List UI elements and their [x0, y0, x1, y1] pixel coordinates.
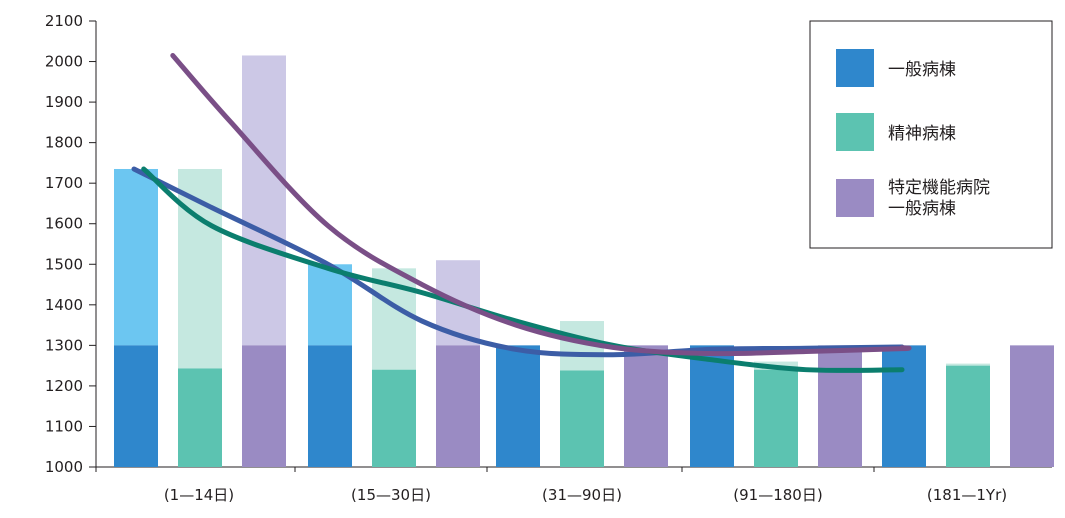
legend-swatch-special-function: [836, 179, 874, 217]
y-tick-label: 1100: [45, 417, 83, 435]
legend-label-psychiatric: 精神病棟: [888, 124, 956, 144]
bar-series: [114, 55, 1054, 467]
y-tick-label: 1900: [45, 93, 83, 111]
bar-upper: [308, 264, 352, 346]
y-tick-label: 2100: [45, 12, 83, 30]
legend-swatch-general: [836, 49, 874, 87]
y-tick-label: 1200: [45, 377, 83, 395]
category-label: (181—1Yr): [927, 486, 1007, 504]
legend-label-special-function-line1: 特定機能病院: [888, 178, 990, 198]
bar-base: [624, 345, 668, 467]
bar-base: [436, 345, 480, 467]
trend-line: [170, 52, 912, 357]
bar-base: [308, 345, 352, 467]
bar-base: [114, 345, 158, 467]
legend: 一般病棟 精神病棟 特定機能病院 一般病棟: [809, 20, 1053, 249]
bar-base: [178, 368, 222, 467]
trend-line: [131, 166, 905, 358]
bar-base: [946, 365, 990, 467]
legend-label-general: 一般病棟: [888, 60, 956, 80]
legend-label-special-function-line2: 一般病棟: [888, 199, 956, 219]
y-tick-label: 1700: [45, 174, 83, 192]
bar-base: [372, 369, 416, 467]
category-label: (15—30日): [351, 486, 431, 504]
bar-upper: [178, 168, 222, 369]
bar-base: [882, 345, 926, 467]
y-tick-label: 1600: [45, 215, 83, 233]
category-label: (91—180日): [733, 486, 822, 504]
y-tick-label: 2000: [45, 53, 83, 71]
trend-line: [141, 166, 905, 373]
bar-base: [242, 345, 286, 467]
bar-base: [560, 370, 604, 467]
bar-base: [1010, 345, 1054, 467]
y-tick-label: 1000: [45, 458, 83, 476]
category-labels: (1—14日) (15—30日) (31—90日) (91—180日) (181—1Yr…: [164, 486, 1007, 504]
y-tick-label: 1400: [45, 296, 83, 314]
bar-base: [754, 369, 798, 467]
trend-lines: [131, 52, 912, 373]
category-label: (1—14日): [164, 486, 234, 504]
bar-base: [690, 345, 734, 467]
y-tick-label: 1300: [45, 336, 83, 354]
category-label: (31—90日): [542, 486, 622, 504]
bar-upper: [114, 168, 158, 346]
y-tick-label: 1800: [45, 134, 83, 152]
bar-base: [818, 345, 862, 467]
x-axis: [95, 466, 1052, 472]
bar-base: [496, 345, 540, 467]
bar-upper: [242, 55, 286, 346]
y-tick-label: 1500: [45, 255, 83, 273]
y-axis: 1000 1100 1200 1300 1400 1500 1600 1700 1800 1900…: [45, 12, 97, 476]
bar-upper: [946, 363, 990, 366]
legend-swatch-psychiatric: [836, 113, 874, 151]
